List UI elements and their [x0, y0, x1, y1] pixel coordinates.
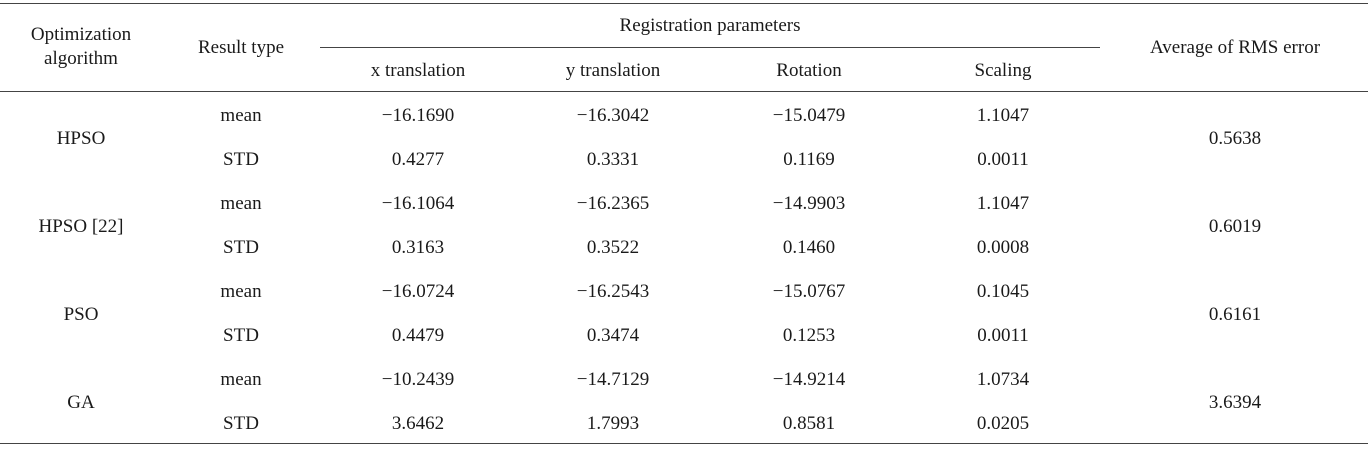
y-translation-cell: −16.3042 — [576, 105, 650, 126]
scaling-cell: 0.0008 — [976, 237, 1030, 258]
scaling-cell: 0.1045 — [976, 281, 1030, 302]
table-top-rule — [0, 3, 1368, 4]
y-translation-cell: 0.3522 — [586, 237, 640, 258]
scaling-cell: 1.1047 — [976, 193, 1030, 214]
header-rotation: Rotation — [776, 60, 842, 81]
rotation-cell: 0.8581 — [782, 413, 836, 434]
algorithm-name: PSO — [63, 304, 99, 325]
registration-parameters-rule — [320, 47, 1100, 48]
header-y-translation: y translation — [565, 60, 661, 81]
header-registration-parameters: Registration parameters — [619, 15, 801, 36]
header-scaling: Scaling — [974, 60, 1032, 81]
rotation-cell: −15.0767 — [772, 281, 846, 302]
result-type-cell: STD — [223, 413, 259, 434]
header-average-rms-error: Average of RMS error — [1149, 37, 1321, 58]
x-translation-cell: 3.6462 — [391, 413, 445, 434]
x-translation-cell: 0.4479 — [391, 325, 445, 346]
x-translation-cell: 0.3163 — [391, 237, 445, 258]
scaling-cell: 1.0734 — [976, 369, 1030, 390]
result-type-cell: STD — [223, 237, 259, 258]
result-type-cell: mean — [220, 193, 262, 214]
average-rms-error-value: 0.6019 — [1208, 216, 1262, 237]
header-algorithm-line2: algorithm — [44, 48, 118, 69]
y-translation-cell: 0.3331 — [586, 149, 640, 170]
scaling-cell: 0.0011 — [977, 325, 1029, 346]
y-translation-cell: −14.7129 — [576, 369, 650, 390]
algorithm-name: GA — [67, 392, 95, 413]
scaling-cell: 0.0011 — [977, 149, 1029, 170]
y-translation-cell: −16.2365 — [576, 193, 650, 214]
header-optimization-algorithm: Optimization algorithm — [31, 23, 131, 71]
y-translation-cell: −16.2543 — [576, 281, 650, 302]
table-bottom-rule — [0, 443, 1368, 444]
result-type-cell: STD — [223, 325, 259, 346]
rotation-cell: −15.0479 — [772, 105, 846, 126]
average-rms-error-value: 3.6394 — [1208, 392, 1262, 413]
x-translation-cell: −16.0724 — [381, 281, 455, 302]
scaling-cell: 1.1047 — [976, 105, 1030, 126]
rotation-cell: −14.9214 — [772, 369, 846, 390]
average-rms-error-value: 0.5638 — [1208, 128, 1262, 149]
x-translation-cell: −16.1064 — [381, 193, 455, 214]
header-bottom-rule — [0, 91, 1368, 92]
rotation-cell: 0.1169 — [783, 149, 835, 170]
algorithm-name: HPSO [22] — [38, 216, 124, 237]
result-type-cell: mean — [220, 281, 262, 302]
rotation-cell: 0.1253 — [782, 325, 836, 346]
header-algorithm-line1: Optimization — [30, 24, 132, 45]
x-translation-cell: −16.1690 — [381, 105, 455, 126]
x-translation-cell: 0.4277 — [391, 149, 445, 170]
scaling-cell: 0.0205 — [976, 413, 1030, 434]
result-type-cell: mean — [220, 105, 262, 126]
rotation-cell: −14.9903 — [772, 193, 846, 214]
rotation-cell: 0.1460 — [782, 237, 836, 258]
y-translation-cell: 0.3474 — [586, 325, 640, 346]
y-translation-cell: 1.7993 — [586, 413, 640, 434]
header-result-type: Result type — [197, 37, 285, 58]
x-translation-cell: −10.2439 — [381, 369, 455, 390]
header-x-translation: x translation — [370, 60, 466, 81]
average-rms-error-value: 0.6161 — [1208, 304, 1262, 325]
result-type-cell: mean — [220, 369, 262, 390]
algorithm-name: HPSO — [56, 128, 106, 149]
result-type-cell: STD — [223, 149, 259, 170]
